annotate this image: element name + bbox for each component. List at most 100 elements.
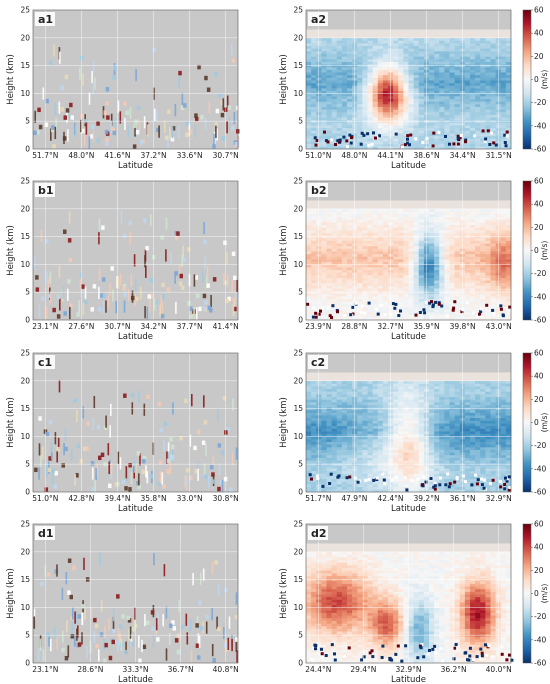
heatmap-cell [372,396,379,400]
panel-label-box [308,183,328,197]
heatmap-cell [500,274,507,278]
heatmap-cell [362,399,368,403]
heatmap-cell [484,137,488,141]
observation-mark [35,275,39,280]
heatmap-cell [393,135,399,139]
heatmap-cell [314,143,318,147]
heatmap-cell [336,133,343,137]
heatmap-cell [464,232,471,236]
heatmap-cell [316,141,322,145]
heatmap-cell [306,125,312,129]
heatmap-cell [495,259,502,263]
observation-mark [54,471,58,476]
heatmap-cell [311,470,317,474]
heatmap-cell [495,232,502,236]
heatmap-cell [418,282,425,286]
heatmap-cell [326,45,332,49]
heatmap-cell [321,298,327,302]
heatmap-cell [490,253,496,257]
observation-mark [38,443,41,456]
heatmap-cell [367,267,373,270]
heatmap-cell [382,380,389,384]
heatmap-cell [434,109,440,113]
heatmap-cell [347,146,353,150]
heatmap-cell [306,388,312,392]
heatmap-cell [316,478,322,482]
heatmap-cell [311,454,317,458]
heatmap-cell [393,380,399,384]
heatmap-cell [367,240,373,244]
heatmap-cell [362,470,368,474]
observation-mark [69,306,71,320]
heatmap-cell [367,446,373,450]
heatmap-cell [336,317,343,321]
heatmap-cell [372,103,379,107]
heatmap-cell [418,117,425,121]
heatmap-cell [372,109,379,113]
observation-mark [167,451,170,464]
heatmap-cell [408,208,414,212]
heatmap-cell [357,386,363,390]
heatmap-cell [347,470,353,474]
y-tick-label: 5 [25,288,30,297]
heatmap-cell [393,88,399,92]
heatmap-cell [408,259,414,263]
heatmap-cell [434,98,440,102]
heatmap-cell [316,251,322,255]
heatmap-cell [485,98,491,102]
heatmap-cell [362,69,368,73]
heatmap-cell [398,51,404,54]
heatmap-cell [393,460,399,464]
heatmap-cell [306,312,312,316]
y-tick-label: 10 [293,89,303,98]
heatmap-cell [321,412,327,416]
heatmap-cell [326,40,332,44]
heatmap-cell [362,417,368,421]
heatmap-cell [372,388,379,392]
heatmap-cell [505,237,512,241]
heatmap-cell [347,412,353,416]
heatmap-cell [398,90,404,94]
heatmap-cell [326,85,332,89]
heatmap-cell [449,48,455,52]
heatmap-cell [367,146,373,150]
heatmap-cell [439,264,445,268]
heatmap-cell [336,77,343,81]
heatmap-cell [475,82,481,86]
observation-mark [231,251,236,257]
heatmap-cell [367,269,373,273]
heatmap-cell [495,211,502,215]
heatmap-cell [362,243,368,247]
heatmap-cell [398,304,404,308]
observation-mark [235,447,238,460]
heatmap-cell [475,219,481,223]
heatmap-cell [306,282,312,286]
observation-mark [120,210,123,224]
heatmap-cell [398,45,404,49]
heatmap-cell [495,43,502,47]
heatmap-cell [480,269,486,273]
heatmap-cell [470,40,476,44]
heatmap-cell [495,208,502,212]
heatmap-cell [413,135,420,139]
heatmap-cell [403,446,409,450]
observation-mark [76,410,78,423]
heatmap-cell [490,138,496,142]
heatmap-cell [449,66,455,70]
heatmap-cell [490,98,496,102]
heatmap-cell [403,82,409,86]
heatmap-cell [475,285,481,289]
heatmap-cell [413,122,420,126]
heatmap-cell [316,388,322,392]
heatmap-cell [316,43,322,47]
heatmap-cell [480,253,486,257]
heatmap-cell [326,473,332,477]
heatmap-cell [505,277,512,281]
heatmap-cell [326,227,332,231]
heatmap-cell [418,245,425,249]
heatmap-cell [382,444,389,448]
heatmap-cell [372,436,379,440]
heatmap-cell [475,103,481,107]
heatmap-cell [341,125,348,129]
heatmap-cell [434,127,440,131]
